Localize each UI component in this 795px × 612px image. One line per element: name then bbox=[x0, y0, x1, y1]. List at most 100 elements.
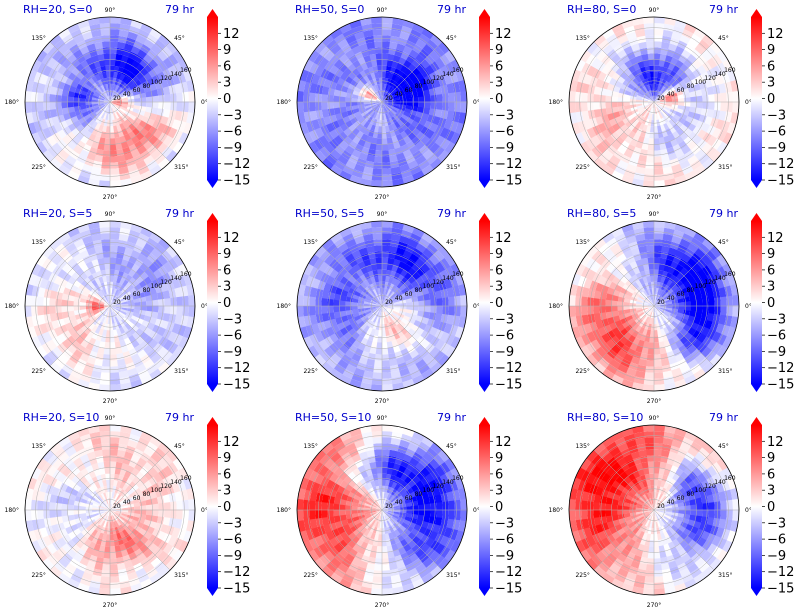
field-cell bbox=[37, 306, 44, 317]
radial-tick-label: 20 bbox=[657, 95, 665, 102]
panel-title: RH=50, S=5 bbox=[295, 207, 364, 220]
field-cell bbox=[105, 107, 109, 114]
field-cell bbox=[93, 106, 100, 112]
colorbar-extend-low bbox=[479, 384, 490, 392]
angle-tick-label: 0° bbox=[745, 99, 752, 106]
field-cell bbox=[121, 94, 128, 99]
field-cell bbox=[151, 74, 161, 84]
field-cell bbox=[373, 106, 379, 112]
field-cell bbox=[403, 111, 411, 118]
field-cell bbox=[382, 100, 389, 102]
field-cell bbox=[109, 233, 120, 240]
field-cell bbox=[309, 306, 316, 317]
field-cell bbox=[390, 109, 397, 115]
field-cell bbox=[106, 96, 110, 102]
field-cell bbox=[418, 96, 425, 102]
field-cell bbox=[363, 121, 370, 129]
field-cell bbox=[174, 110, 183, 121]
field-cell bbox=[76, 19, 90, 30]
field-cell bbox=[91, 55, 99, 63]
field-cell bbox=[96, 130, 103, 138]
field-cell bbox=[436, 101, 443, 110]
field-cell bbox=[27, 122, 38, 136]
field-cell bbox=[726, 305, 733, 317]
field-cell bbox=[65, 77, 74, 87]
field-cell bbox=[382, 138, 388, 145]
colorbar-tick-label: −6 bbox=[767, 329, 786, 344]
field-cell bbox=[426, 80, 435, 90]
field-cell bbox=[153, 128, 163, 139]
field-cell bbox=[363, 99, 370, 103]
field-cell bbox=[382, 102, 388, 106]
field-cell bbox=[118, 29, 129, 38]
colorbar-tick-label: 3 bbox=[767, 76, 775, 91]
field-cell bbox=[110, 96, 114, 102]
field-cell bbox=[154, 80, 163, 90]
field-cell bbox=[76, 140, 87, 150]
angle-tick-label: 270° bbox=[103, 194, 117, 201]
colorbar-tick-label: −9 bbox=[767, 345, 786, 360]
field-cell bbox=[732, 101, 740, 114]
field-cell bbox=[732, 294, 739, 306]
field-cell bbox=[160, 115, 169, 126]
field-cell bbox=[654, 384, 666, 391]
field-cell bbox=[386, 137, 394, 145]
radial-tick-label: 80 bbox=[143, 287, 151, 294]
field-cell bbox=[39, 119, 49, 131]
field-cell bbox=[654, 168, 665, 175]
field-cell bbox=[684, 305, 691, 311]
field-cell bbox=[158, 298, 165, 306]
field-cell bbox=[351, 102, 358, 107]
field-cell bbox=[370, 59, 378, 67]
field-cell bbox=[87, 70, 95, 79]
field-cell bbox=[55, 510, 62, 518]
field-cell bbox=[393, 105, 400, 109]
field-cell bbox=[143, 111, 152, 119]
field-cell bbox=[109, 437, 120, 444]
field-cell bbox=[102, 156, 111, 163]
field-cell bbox=[65, 154, 78, 166]
field-cell bbox=[149, 164, 163, 176]
colorbar-tick-label: −12 bbox=[223, 157, 250, 172]
field-cell bbox=[55, 298, 62, 307]
field-cell bbox=[351, 94, 359, 99]
radial-tick-label: 40 bbox=[123, 295, 131, 302]
field-cell bbox=[645, 245, 654, 252]
field-cell bbox=[123, 43, 134, 52]
field-cell bbox=[80, 76, 89, 84]
field-cell bbox=[118, 166, 130, 175]
field-cell bbox=[37, 500, 44, 511]
field-cell bbox=[388, 86, 394, 93]
field-cell bbox=[102, 125, 107, 133]
field-cell bbox=[94, 90, 101, 96]
field-cell bbox=[352, 108, 360, 114]
field-cell bbox=[152, 95, 159, 102]
field-cell bbox=[381, 41, 390, 48]
radial-tick-label: 80 bbox=[687, 83, 695, 90]
polar-panel: 0°45°90°135°180°225°270°315°204060801001… bbox=[5, 411, 251, 609]
field-cell bbox=[67, 106, 75, 114]
field-cell bbox=[296, 294, 304, 307]
field-cell bbox=[98, 59, 106, 67]
field-cell bbox=[646, 150, 655, 157]
field-cell bbox=[653, 245, 662, 252]
field-cell bbox=[167, 53, 179, 66]
field-cell bbox=[37, 129, 48, 142]
field-cell bbox=[653, 227, 665, 234]
field-cell bbox=[110, 102, 117, 104]
field-cell bbox=[118, 89, 125, 95]
field-cell bbox=[381, 47, 390, 54]
field-cell bbox=[110, 354, 118, 361]
field-cell bbox=[454, 295, 461, 306]
field-cell bbox=[109, 47, 118, 54]
field-cell bbox=[154, 114, 163, 123]
field-cell bbox=[111, 83, 115, 91]
field-cell bbox=[103, 53, 110, 60]
field-cell bbox=[647, 144, 655, 151]
angle-tick-label: 315° bbox=[174, 368, 188, 375]
radial-tick-label: 60 bbox=[405, 291, 413, 298]
field-cell bbox=[31, 499, 38, 511]
field-cell bbox=[386, 59, 393, 67]
field-cell bbox=[186, 111, 195, 124]
